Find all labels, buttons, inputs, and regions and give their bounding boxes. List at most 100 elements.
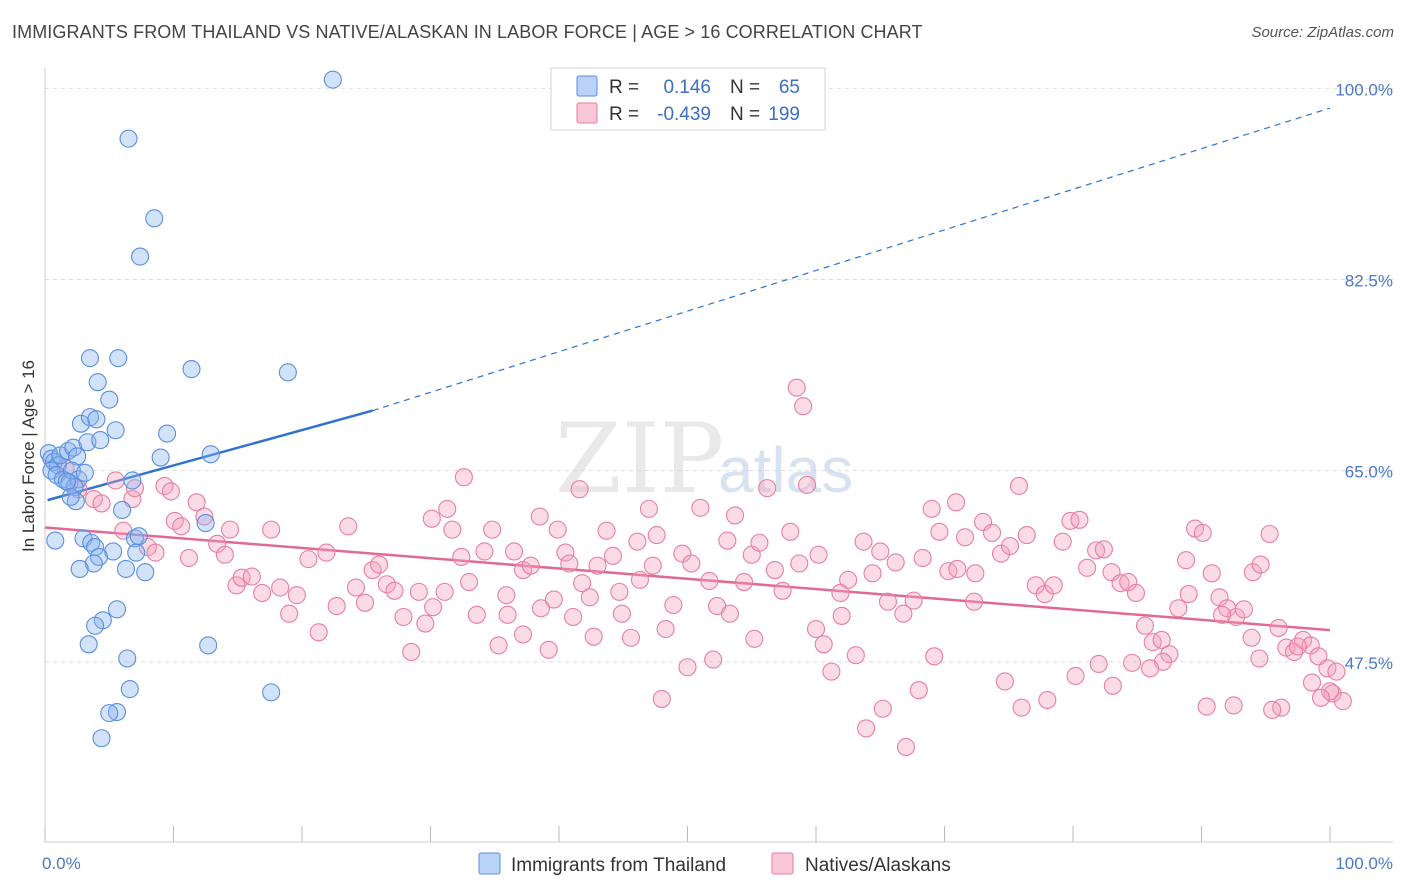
point-natives-42 — [416, 614, 435, 633]
point-natives-125 — [1111, 574, 1130, 593]
point-natives-52 — [497, 586, 516, 605]
legend-r-label-natives: R = — [609, 104, 639, 125]
point-natives-120 — [1070, 510, 1089, 529]
point-natives-197 — [544, 590, 563, 609]
legend: R = 0.146 N = 65 R = -0.439 N = 199 — [550, 67, 826, 131]
point-natives-132 — [1169, 599, 1188, 618]
point-natives-161 — [1242, 628, 1261, 647]
point-natives-130 — [1152, 630, 1171, 649]
point-natives-74 — [682, 554, 701, 573]
point-natives-157 — [1288, 637, 1307, 656]
point-natives-61 — [573, 574, 592, 593]
legend-n-value-natives: 199 — [768, 104, 800, 125]
point-natives-11 — [161, 482, 180, 501]
point-natives-66 — [612, 604, 632, 623]
point-natives-191 — [643, 556, 662, 575]
point-natives-114 — [1017, 526, 1036, 545]
point-natives-22 — [242, 567, 261, 586]
point-natives-62 — [580, 588, 599, 607]
point-thailand-9 — [59, 441, 78, 461]
legend-swatch-thailand — [576, 75, 598, 97]
point-natives-182 — [832, 606, 851, 625]
point-natives-93 — [839, 570, 858, 589]
point-thailand-45 — [100, 704, 119, 723]
point-thailand-43 — [120, 680, 139, 699]
point-natives-170 — [1089, 654, 1108, 674]
point-natives-133 — [1177, 551, 1196, 570]
trend-line-thailand — [47, 409, 374, 502]
point-natives-60 — [564, 607, 583, 627]
point-thailand-35 — [116, 559, 136, 579]
point-thailand-55 — [129, 527, 148, 546]
point-natives-43 — [424, 598, 443, 617]
point-natives-106 — [947, 493, 966, 512]
point-natives-67 — [621, 628, 641, 647]
point-natives-159 — [1263, 700, 1282, 719]
y-tick-label-0: 100.0% — [1335, 80, 1393, 99]
point-natives-172 — [1038, 690, 1057, 710]
point-natives-85 — [773, 581, 792, 600]
point-natives-102 — [913, 548, 932, 568]
point-thailand-37 — [136, 563, 155, 582]
point-natives-57 — [539, 640, 558, 659]
point-natives-149 — [1309, 647, 1328, 666]
bottom-legend-label-thailand: Immigrants from Thailand — [511, 855, 726, 876]
point-natives-175 — [966, 564, 985, 583]
point-natives-71 — [656, 619, 675, 639]
point-natives-96 — [863, 564, 882, 583]
point-natives-24 — [262, 520, 281, 539]
point-thailand-38 — [107, 600, 127, 619]
y-tick-label-3: 47.5% — [1345, 654, 1393, 673]
point-thailand-42 — [118, 649, 137, 668]
point-thailand-59 — [196, 514, 215, 533]
point-natives-189 — [678, 658, 697, 677]
watermark-atlas: atlas — [718, 434, 853, 506]
point-natives-4 — [106, 471, 125, 490]
point-natives-29 — [309, 623, 328, 642]
point-thailand-40 — [86, 616, 105, 635]
point-natives-9 — [146, 543, 165, 562]
point-natives-202 — [438, 499, 457, 518]
point-natives-177 — [925, 647, 944, 666]
point-natives-55 — [521, 556, 540, 575]
point-natives-83 — [758, 479, 777, 498]
point-natives-141 — [1243, 563, 1262, 582]
point-thailand-10 — [64, 438, 83, 457]
point-thailand-22 — [91, 431, 110, 450]
point-natives-64 — [597, 521, 616, 540]
point-thailand-14 — [75, 463, 94, 482]
point-thailand-48 — [145, 209, 164, 228]
point-natives-91 — [822, 662, 841, 681]
point-natives-89 — [806, 619, 826, 639]
x-tick-label-right: 100.0% — [1335, 854, 1393, 873]
point-natives-95 — [854, 532, 873, 551]
point-thailand-26 — [109, 349, 128, 368]
point-natives-153 — [1333, 692, 1352, 711]
point-thailand-46 — [92, 729, 111, 748]
point-natives-119 — [1061, 511, 1080, 530]
point-natives-160 — [1250, 649, 1269, 668]
point-natives-50 — [483, 520, 502, 539]
y-tick-label-1: 82.5% — [1345, 272, 1393, 291]
data-points — [39, 70, 1352, 757]
point-natives-84 — [765, 560, 784, 580]
point-thailand-50 — [323, 70, 342, 89]
point-natives-179 — [896, 737, 916, 757]
bottom-legend-label-natives: Natives/Alaskans — [805, 855, 951, 876]
point-natives-108 — [965, 592, 984, 611]
point-natives-176 — [948, 559, 967, 579]
point-thailand-23 — [100, 390, 119, 409]
point-natives-168 — [1123, 653, 1142, 672]
point-natives-78 — [718, 531, 737, 550]
point-natives-171 — [1066, 666, 1085, 686]
point-natives-184 — [794, 397, 813, 416]
point-natives-70 — [647, 526, 666, 545]
point-natives-135 — [1193, 523, 1212, 542]
point-natives-196 — [560, 554, 579, 573]
point-natives-56 — [531, 599, 551, 618]
point-natives-190 — [652, 689, 671, 708]
point-natives-139 — [1227, 607, 1246, 627]
chart-title: IMMIGRANTS FROM THAILAND VS NATIVE/ALASK… — [12, 22, 923, 42]
point-natives-151 — [1323, 684, 1342, 703]
point-natives-90 — [814, 635, 833, 654]
